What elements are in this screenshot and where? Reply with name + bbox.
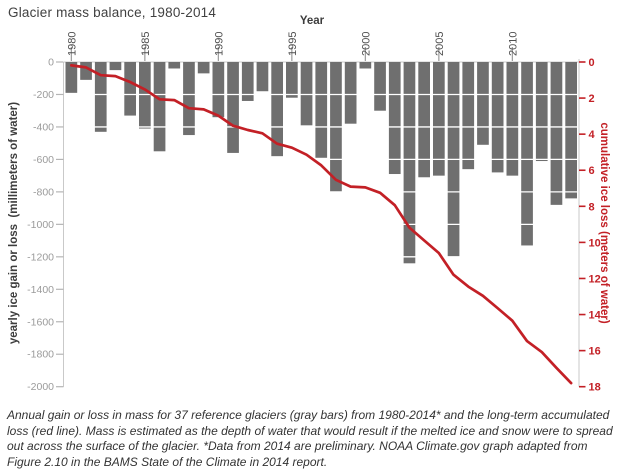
bar-2011 <box>521 62 533 246</box>
cumulative-loss-line <box>69 64 573 385</box>
x-axis-title: Year <box>299 15 325 27</box>
x-tick-label-2005: 2005 <box>434 32 446 56</box>
bar-1995 <box>286 62 298 98</box>
bar-1996 <box>300 62 313 126</box>
left-tick-label-0: 0 <box>48 57 54 69</box>
right-tick-label-4: 4 <box>589 129 596 141</box>
right-tick-label-14: 14 <box>589 310 602 322</box>
bar-2009 <box>491 62 504 173</box>
bar-2012 <box>535 62 548 162</box>
right-tick-label-12: 12 <box>589 273 601 285</box>
x-tick-label-1980: 1980 <box>66 32 78 56</box>
x-tick-label-2000: 2000 <box>360 32 372 56</box>
x-tick-label-1985: 1985 <box>140 32 152 56</box>
left-tick-label--1200: -1200 <box>27 251 54 263</box>
bar-1986 <box>153 62 166 152</box>
left-tick-label--1000: -1000 <box>27 219 54 231</box>
right-tick-label-18: 18 <box>589 382 601 394</box>
bar-1982 <box>94 62 107 132</box>
bar-2014 <box>565 62 577 199</box>
bar-2007 <box>462 62 475 170</box>
bar-1985 <box>139 62 151 129</box>
left-tick-label--200: -200 <box>33 89 54 101</box>
left-y-axis-title: yearly ice gain or loss (millimeters of … <box>8 101 20 345</box>
left-tick-label--1800: -1800 <box>27 349 54 361</box>
bar-1989 <box>197 62 210 74</box>
bar-2013 <box>550 62 563 205</box>
bar-1990 <box>212 62 225 118</box>
bar-1991 <box>227 62 239 153</box>
x-tick-label-2010: 2010 <box>507 32 519 56</box>
right-y-axis-title: cumulative ice loss (meters of water) <box>598 122 610 324</box>
bar-1999 <box>344 62 357 124</box>
bar-1988 <box>183 62 195 136</box>
left-tick-label--600: -600 <box>33 154 54 166</box>
right-tick-label-0: 0 <box>589 57 595 69</box>
left-tick-label--400: -400 <box>33 121 54 133</box>
bar-1997 <box>315 62 328 158</box>
chart-title: Glacier mass balance, 1980-2014 <box>8 5 217 20</box>
bar-1980 <box>65 62 78 93</box>
left-tick-label--1600: -1600 <box>27 316 54 328</box>
plot-area: 0 -200 -400 -600 -800 -1000 -1200 -1400 -1600 -18… <box>27 32 602 394</box>
right-tick-label-10: 10 <box>589 237 601 249</box>
x-tick-label-1990: 1990 <box>213 32 225 56</box>
right-tick-label-2: 2 <box>589 93 595 105</box>
bar-1987 <box>168 62 181 69</box>
bar-2002 <box>388 62 401 175</box>
bar-1981 <box>80 62 92 80</box>
bar-1993 <box>256 62 269 92</box>
bar-1984 <box>124 62 136 116</box>
bar-2004 <box>418 62 430 178</box>
bar-2001 <box>374 62 386 111</box>
bar-2003 <box>403 62 416 264</box>
right-tick-label-8: 8 <box>589 201 595 213</box>
right-tick-label-16: 16 <box>589 346 601 358</box>
x-tick-label-1995: 1995 <box>287 32 299 56</box>
bar-2008 <box>477 62 489 145</box>
left-tick-label--2000: -2000 <box>27 381 54 393</box>
right-tick-label-6: 6 <box>589 165 595 177</box>
left-tick-label--1400: -1400 <box>27 284 54 296</box>
bar-1992 <box>241 62 254 101</box>
left-tick-label--800: -800 <box>33 186 54 198</box>
bar-1983 <box>109 62 122 71</box>
bar-2000 <box>359 62 372 69</box>
bar-2005 <box>433 62 445 176</box>
figure-caption: Annual gain or loss in mass for 37 refer… <box>7 408 613 469</box>
bar-2010 <box>506 62 519 176</box>
bar-1994 <box>271 62 283 157</box>
